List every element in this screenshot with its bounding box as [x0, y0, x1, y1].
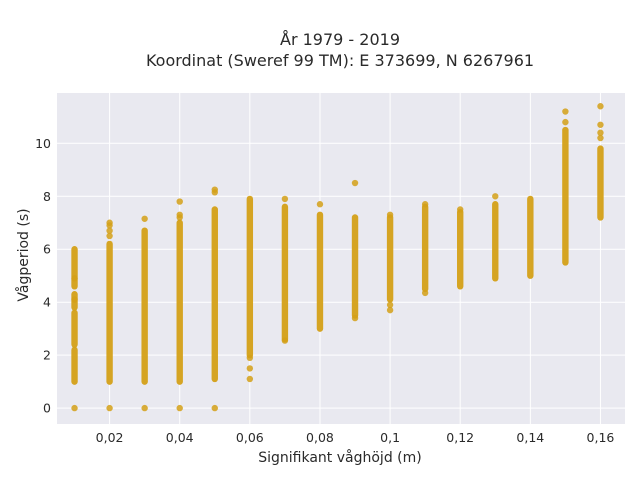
data-point: [351, 179, 359, 187]
data-point-band: [71, 309, 78, 348]
y-tick-label: 4: [43, 295, 51, 310]
x-tick-label: 0,08: [306, 430, 334, 445]
y-tick-label: 10: [35, 136, 51, 151]
data-point: [71, 404, 78, 412]
data-point-band: [176, 219, 183, 385]
data-point: [562, 108, 569, 115]
data-point: [211, 404, 218, 412]
data-point: [562, 118, 569, 126]
x-axis-ticks: 0,02 0,04 0,06 0,08 0,1 0,12 0,14 0,16: [96, 430, 615, 445]
data-point-band: [457, 208, 464, 290]
x-tick-label: 0,12: [446, 430, 474, 445]
x-tick-label: 0,1: [380, 430, 400, 445]
chart-title-line-1: År 1979 - 2019: [280, 30, 400, 49]
data-point: [597, 129, 604, 136]
y-tick-label: 8: [43, 189, 51, 204]
data-point: [597, 121, 604, 128]
data-point: [71, 275, 78, 282]
data-point: [176, 404, 183, 412]
data-point: [492, 193, 499, 200]
data-point: [281, 337, 289, 344]
y-axis-ticks: 0 2 4 6 8 10: [35, 136, 51, 416]
data-point: [176, 198, 183, 205]
data-point: [316, 201, 324, 208]
data-point-band: [281, 203, 289, 343]
data-point: [141, 404, 148, 412]
data-point: [176, 211, 183, 219]
data-point: [281, 195, 289, 203]
x-tick-label: 0,02: [96, 430, 124, 445]
data-point: [597, 134, 604, 142]
data-point: [106, 219, 113, 226]
data-point-band: [527, 195, 534, 279]
y-axis-label: Vågperiod (s): [15, 208, 32, 301]
chart-title-line-2: Koordinat (Sweref 99 TM): E 373699, N 62…: [146, 51, 534, 70]
x-tick-label: 0,16: [587, 430, 615, 445]
x-axis-label: Signifikant våghöjd (m): [258, 449, 421, 466]
data-point: [106, 404, 113, 412]
data-point: [457, 206, 464, 213]
x-tick-label: 0,14: [516, 430, 544, 445]
data-point-band: [562, 126, 569, 266]
x-tick-label: 0,04: [166, 430, 194, 445]
data-point: [386, 306, 394, 314]
y-tick-label: 2: [43, 348, 51, 363]
data-point: [211, 186, 218, 193]
data-point-band: [316, 211, 324, 332]
data-point-band: [71, 246, 78, 290]
data-point: [141, 215, 148, 222]
data-point: [246, 365, 254, 372]
data-point-band: [351, 214, 359, 319]
data-point-band: [597, 145, 604, 221]
data-point: [71, 296, 78, 303]
data-point: [106, 227, 113, 234]
data-point-band: [421, 203, 429, 293]
data-point-band: [211, 206, 218, 383]
data-point-band: [386, 214, 394, 303]
data-point: [597, 103, 604, 110]
data-point: [421, 201, 429, 208]
data-point: [106, 232, 113, 240]
data-point: [246, 375, 254, 383]
x-tick-label: 0,06: [236, 430, 264, 445]
data-point-band: [71, 346, 78, 385]
y-tick-label: 0: [43, 401, 51, 416]
data-point: [246, 354, 254, 361]
data-point-band: [106, 240, 113, 385]
data-point-band: [141, 227, 148, 385]
data-point-band: [492, 201, 499, 282]
data-point: [351, 314, 359, 322]
y-tick-label: 6: [43, 242, 51, 257]
data-point: [421, 289, 429, 297]
data-points: [71, 103, 604, 412]
chart-title: År 1979 - 2019 Koordinat (Sweref 99 TM):…: [146, 30, 534, 70]
data-point: [386, 211, 394, 219]
data-point: [386, 301, 394, 309]
data-point-band: [246, 195, 254, 359]
